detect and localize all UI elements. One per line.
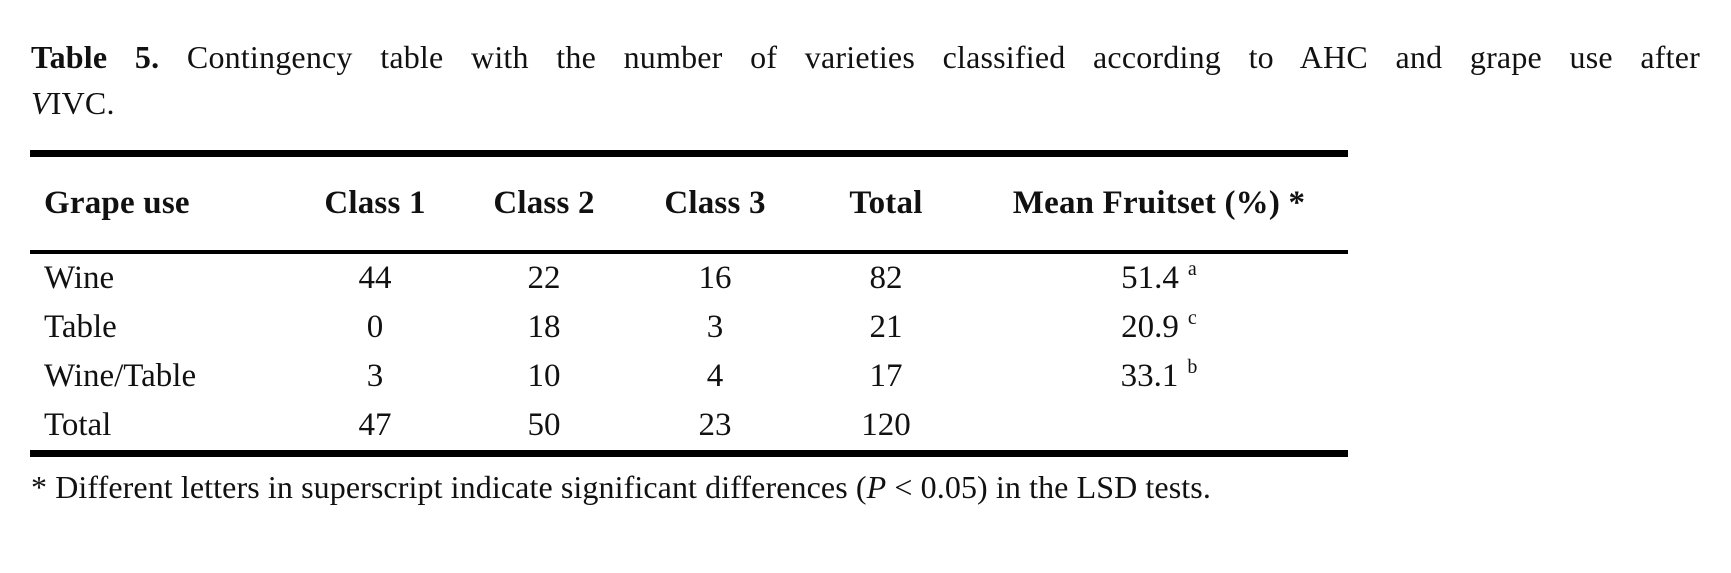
cell-total: 120 bbox=[861, 407, 911, 443]
table-row-total: Total 47 50 23 120 bbox=[30, 401, 1348, 454]
contingency-table: Grape use Class 1 Class 2 Class 3 Total … bbox=[30, 150, 1348, 457]
row-label: Wine bbox=[44, 260, 115, 296]
header-total: Total bbox=[802, 153, 970, 254]
cell-class3: 16 bbox=[698, 260, 732, 296]
caption-vivc-rest: IVC. bbox=[50, 85, 115, 121]
footnote-p-italic: P bbox=[866, 469, 887, 505]
caption-line-2: VIVC. bbox=[31, 80, 1700, 126]
cell-mean-fruitset bbox=[970, 401, 1348, 454]
cell-total: 17 bbox=[869, 358, 903, 394]
cell-class3: 3 bbox=[706, 309, 724, 345]
row-label: Table bbox=[44, 309, 117, 345]
caption-table-number: Table 5. bbox=[31, 39, 160, 75]
cell-class2: 18 bbox=[527, 309, 561, 345]
cell-mean-fruitset: 51.4 a bbox=[970, 252, 1348, 303]
header-class-2: Class 2 bbox=[460, 153, 628, 254]
mean-superscript: a bbox=[1187, 258, 1197, 280]
mean-value: 33.1 bbox=[1120, 358, 1179, 394]
table-row-table: Table 0 18 3 21 20.9 c bbox=[30, 303, 1348, 352]
mean-superscript: c bbox=[1187, 307, 1197, 329]
caption-text: Contingency table with the number of var… bbox=[159, 39, 1700, 75]
cell-class2: 50 bbox=[527, 407, 561, 443]
cell-class3: 23 bbox=[698, 407, 732, 443]
header-grape-use: Grape use bbox=[30, 153, 290, 254]
cell-class1: 44 bbox=[358, 260, 392, 296]
cell-total: 82 bbox=[869, 260, 903, 296]
cell-mean-fruitset: 20.9 c bbox=[970, 303, 1348, 352]
cell-class1: 0 bbox=[366, 309, 384, 345]
row-label: Wine/Table bbox=[44, 358, 197, 394]
row-label: Total bbox=[44, 407, 112, 443]
header-class-3: Class 3 bbox=[628, 153, 802, 254]
caption-line-1: Table 5. Contingency table with the numb… bbox=[31, 34, 1700, 80]
table-row-wine-table: Wine/Table 3 10 4 17 33.1 b bbox=[30, 352, 1348, 401]
cell-class1: 47 bbox=[358, 407, 392, 443]
mean-value: 51.4 bbox=[1121, 260, 1179, 296]
header-class-1: Class 1 bbox=[290, 153, 460, 254]
footnote-prefix: * Different letters in superscript indic… bbox=[31, 469, 867, 505]
cell-class3: 4 bbox=[706, 358, 724, 394]
mean-superscript: b bbox=[1187, 356, 1198, 378]
header-row: Grape use Class 1 Class 2 Class 3 Total … bbox=[30, 153, 1348, 254]
document-page: Table 5. Contingency table with the numb… bbox=[0, 34, 1731, 573]
footnote-suffix: < 0.05) in the LSD tests. bbox=[886, 469, 1211, 505]
table-caption: Table 5. Contingency table with the numb… bbox=[31, 34, 1700, 126]
mean-value: 20.9 bbox=[1121, 309, 1179, 345]
table-footnote: * Different letters in superscript indic… bbox=[31, 467, 1700, 507]
cell-total: 21 bbox=[869, 309, 903, 345]
cell-class2: 10 bbox=[527, 358, 561, 394]
cell-class1: 3 bbox=[366, 358, 384, 394]
cell-class2: 22 bbox=[527, 260, 561, 296]
caption-vivc-italic-v: V bbox=[31, 85, 51, 121]
header-mean-fruitset: Mean Fruitset (%) * bbox=[970, 153, 1348, 254]
cell-mean-fruitset: 33.1 b bbox=[970, 352, 1348, 401]
table-row-wine: Wine 44 22 16 82 51.4 a bbox=[30, 252, 1348, 303]
